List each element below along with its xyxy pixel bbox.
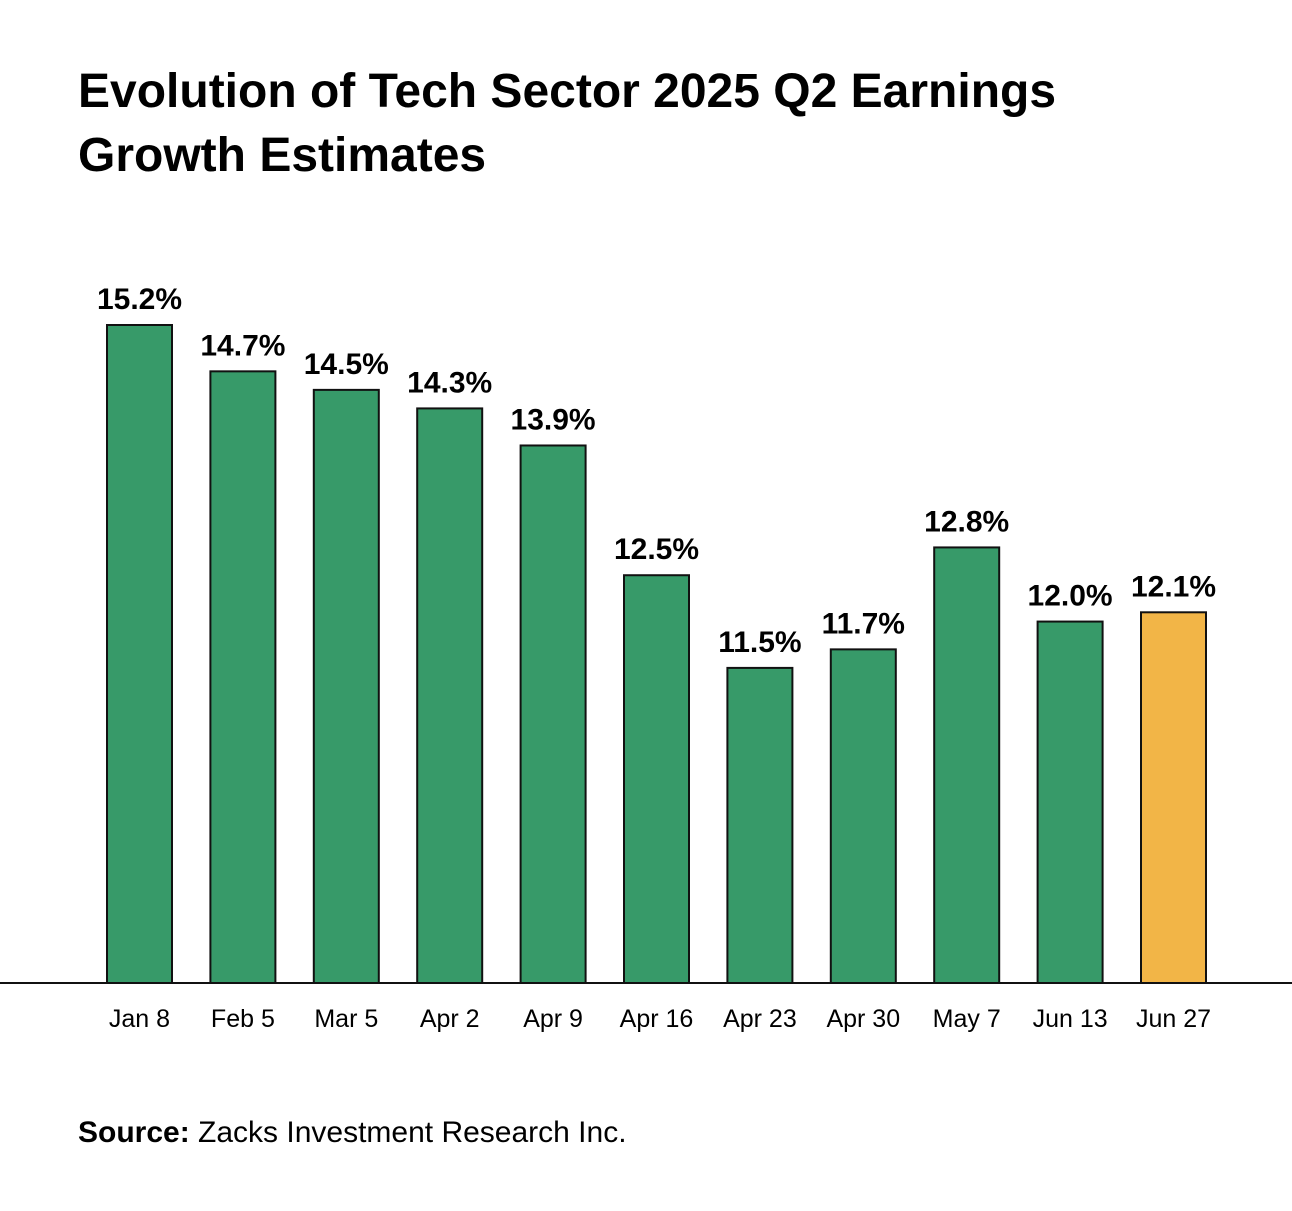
data-label: 12.0% [1028, 580, 1113, 613]
bar-jan-8 [106, 324, 173, 984]
bar-apr-9 [519, 444, 587, 984]
bar-apr-30 [829, 648, 897, 984]
source-note: Source: Zacks Investment Research Inc. [78, 1116, 627, 1150]
data-label: 14.7% [200, 329, 285, 362]
x-tick-label: Mar 5 [314, 1005, 378, 1033]
data-label: 14.5% [304, 348, 389, 381]
bar-apr-23 [726, 666, 794, 985]
bar-jun-27 [1140, 611, 1207, 984]
x-tick-label: Apr 16 [620, 1005, 694, 1033]
bar-mar-5 [312, 388, 380, 984]
x-tick-label: Apr 9 [523, 1005, 583, 1033]
x-tick-label: Apr 23 [723, 1005, 797, 1033]
data-label: 15.2% [97, 283, 182, 316]
bar-feb-5 [209, 370, 277, 985]
bar-apr-2 [416, 407, 484, 984]
x-tick-label: May 7 [933, 1005, 1001, 1033]
data-label: 11.5% [718, 626, 801, 659]
data-label: 13.9% [511, 403, 596, 436]
data-label: 14.3% [407, 366, 492, 399]
chart-title: Evolution of Tech Sector 2025 Q2 Earning… [78, 65, 1057, 182]
bar-jun-13 [1036, 620, 1104, 984]
x-tick-label: Apr 30 [826, 1005, 900, 1033]
data-label: 11.7% [822, 607, 905, 640]
source-text: Zacks Investment Research Inc. [189, 1116, 627, 1149]
bar-may-7 [933, 546, 1001, 984]
x-tick-label: Jun 27 [1136, 1005, 1211, 1033]
source-label: Source: [78, 1116, 190, 1149]
x-tick-label: Jun 13 [1033, 1005, 1108, 1033]
x-tick-label: Apr 2 [420, 1005, 480, 1033]
x-tick-label: Jan 8 [109, 1005, 170, 1033]
data-label: 12.5% [614, 533, 699, 566]
x-tick-label: Feb 5 [211, 1005, 275, 1033]
data-label: 12.1% [1131, 570, 1216, 603]
data-label: 12.8% [924, 505, 1009, 538]
bar-apr-16 [623, 574, 690, 984]
